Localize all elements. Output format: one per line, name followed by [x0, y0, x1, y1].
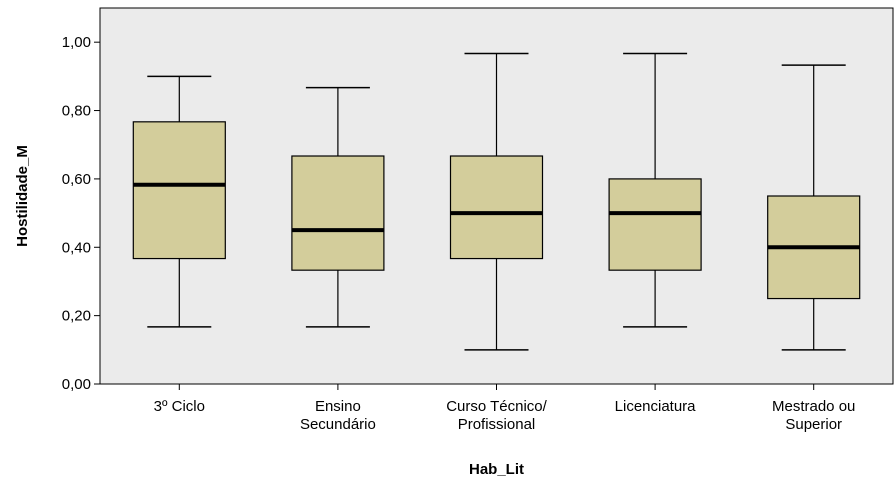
x-tick-label: Superior: [785, 416, 842, 433]
y-axis: 0,00 0,20 0,40 0,60 0,80 1,00: [62, 34, 100, 393]
y-tick-label: 1,00: [62, 34, 91, 51]
iqr-box: [132, 121, 226, 260]
iqr-box: [608, 178, 702, 271]
x-tick-label: Licenciatura: [615, 398, 697, 415]
y-tick-label: 0,20: [62, 308, 91, 325]
box-group: [767, 64, 861, 351]
box-group: [291, 86, 385, 328]
x-tick-label: 3º Ciclo: [154, 398, 205, 415]
x-axis-title: Hab_Lit: [469, 461, 524, 478]
iqr-box: [291, 155, 385, 271]
y-tick-label: 0,80: [62, 103, 91, 120]
x-tick-label: Ensino: [315, 398, 361, 415]
box-group: [132, 75, 226, 328]
x-tick-label: Mestrado ou: [772, 398, 855, 415]
iqr-box: [449, 155, 544, 260]
x-tick-label: Profissional: [458, 416, 536, 433]
boxes: [132, 52, 861, 351]
x-tick-label: Curso Técnico/: [446, 398, 547, 415]
y-tick-label: 0,40: [62, 239, 91, 256]
x-tick-label: Secundário: [300, 416, 376, 433]
y-tick-label: 0,60: [62, 171, 91, 188]
y-tick-label: 0,00: [62, 376, 91, 393]
box-group: [449, 52, 544, 351]
y-axis-title: Hostilidade_M: [14, 145, 31, 247]
box-group: [608, 52, 702, 328]
